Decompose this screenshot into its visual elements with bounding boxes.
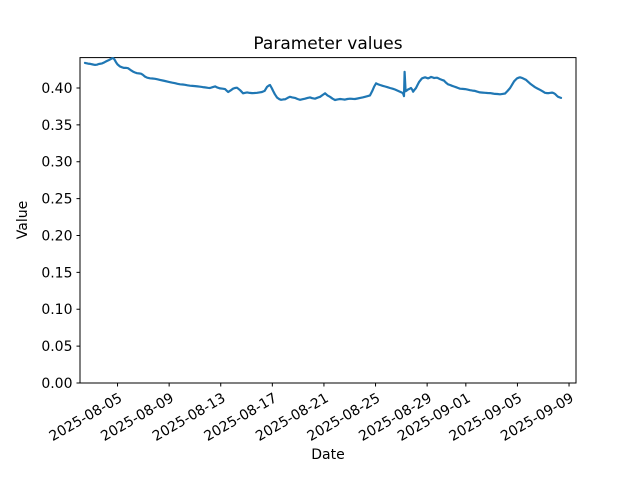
y-axis-label: Value xyxy=(15,200,31,240)
y-tick-label: 0.00 xyxy=(41,376,72,392)
chart-title: Parameter values xyxy=(253,34,403,54)
series-line-parameter-values xyxy=(83,56,563,102)
y-tick-label: 0.35 xyxy=(41,118,72,134)
x-axis-label: Date xyxy=(311,447,345,463)
y-tick-label: 0.40 xyxy=(41,81,72,97)
y-tick-label: 0.25 xyxy=(41,192,72,208)
y-tick-label: 0.30 xyxy=(41,155,72,171)
y-tick-label: 0.20 xyxy=(41,228,72,244)
y-tick-label: 0.05 xyxy=(41,339,72,355)
y-tick-label: 0.10 xyxy=(41,302,72,318)
axes-frame xyxy=(79,57,577,384)
y-tick-label: 0.15 xyxy=(41,265,72,281)
